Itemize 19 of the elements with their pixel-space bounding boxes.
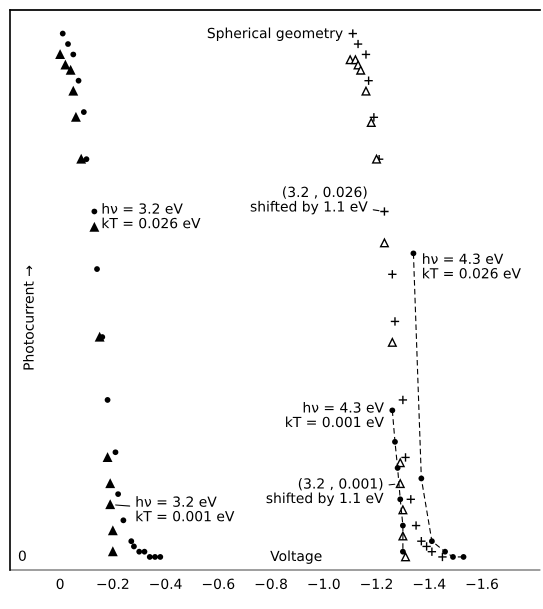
annotation: (3.2 , 0.026) shifted by 1.1 eV — [250, 186, 368, 214]
y-axis-title: Photocurrent → — [23, 266, 34, 370]
annotation: (3.2 , 0.001) shifted by 1.1 eV — [266, 478, 384, 506]
x-tick-label: −1.4 — [414, 578, 446, 589]
x-tick-label: −1.2 — [361, 578, 392, 589]
x-tick-label: 0 — [56, 578, 64, 590]
x-tick-label: −1.6 — [466, 578, 498, 590]
annotation: hν = 4.3 eV kT = 0.001 eV — [286, 402, 384, 428]
x-tick-label: −1.0 — [308, 578, 340, 590]
annotation: 0 — [18, 550, 26, 561]
annotation: hν = 3.2 eV kT = 0.026 eV — [102, 203, 200, 228]
annotation: hν = 3.2 eV kT = 0.001 eV — [136, 496, 234, 522]
x-tick-label: −0.2 — [97, 578, 128, 590]
annotation: hν = 4.3 eV kT = 0.026 eV — [423, 253, 521, 279]
x-tick-label: −0.8 — [256, 578, 287, 590]
x-axis-title: Voltage — [270, 550, 322, 564]
chart-title: Spherical geometry — [208, 28, 343, 41]
x-tick-label: −0.4 — [150, 578, 182, 590]
x-tick-label: −0.6 — [202, 578, 234, 590]
